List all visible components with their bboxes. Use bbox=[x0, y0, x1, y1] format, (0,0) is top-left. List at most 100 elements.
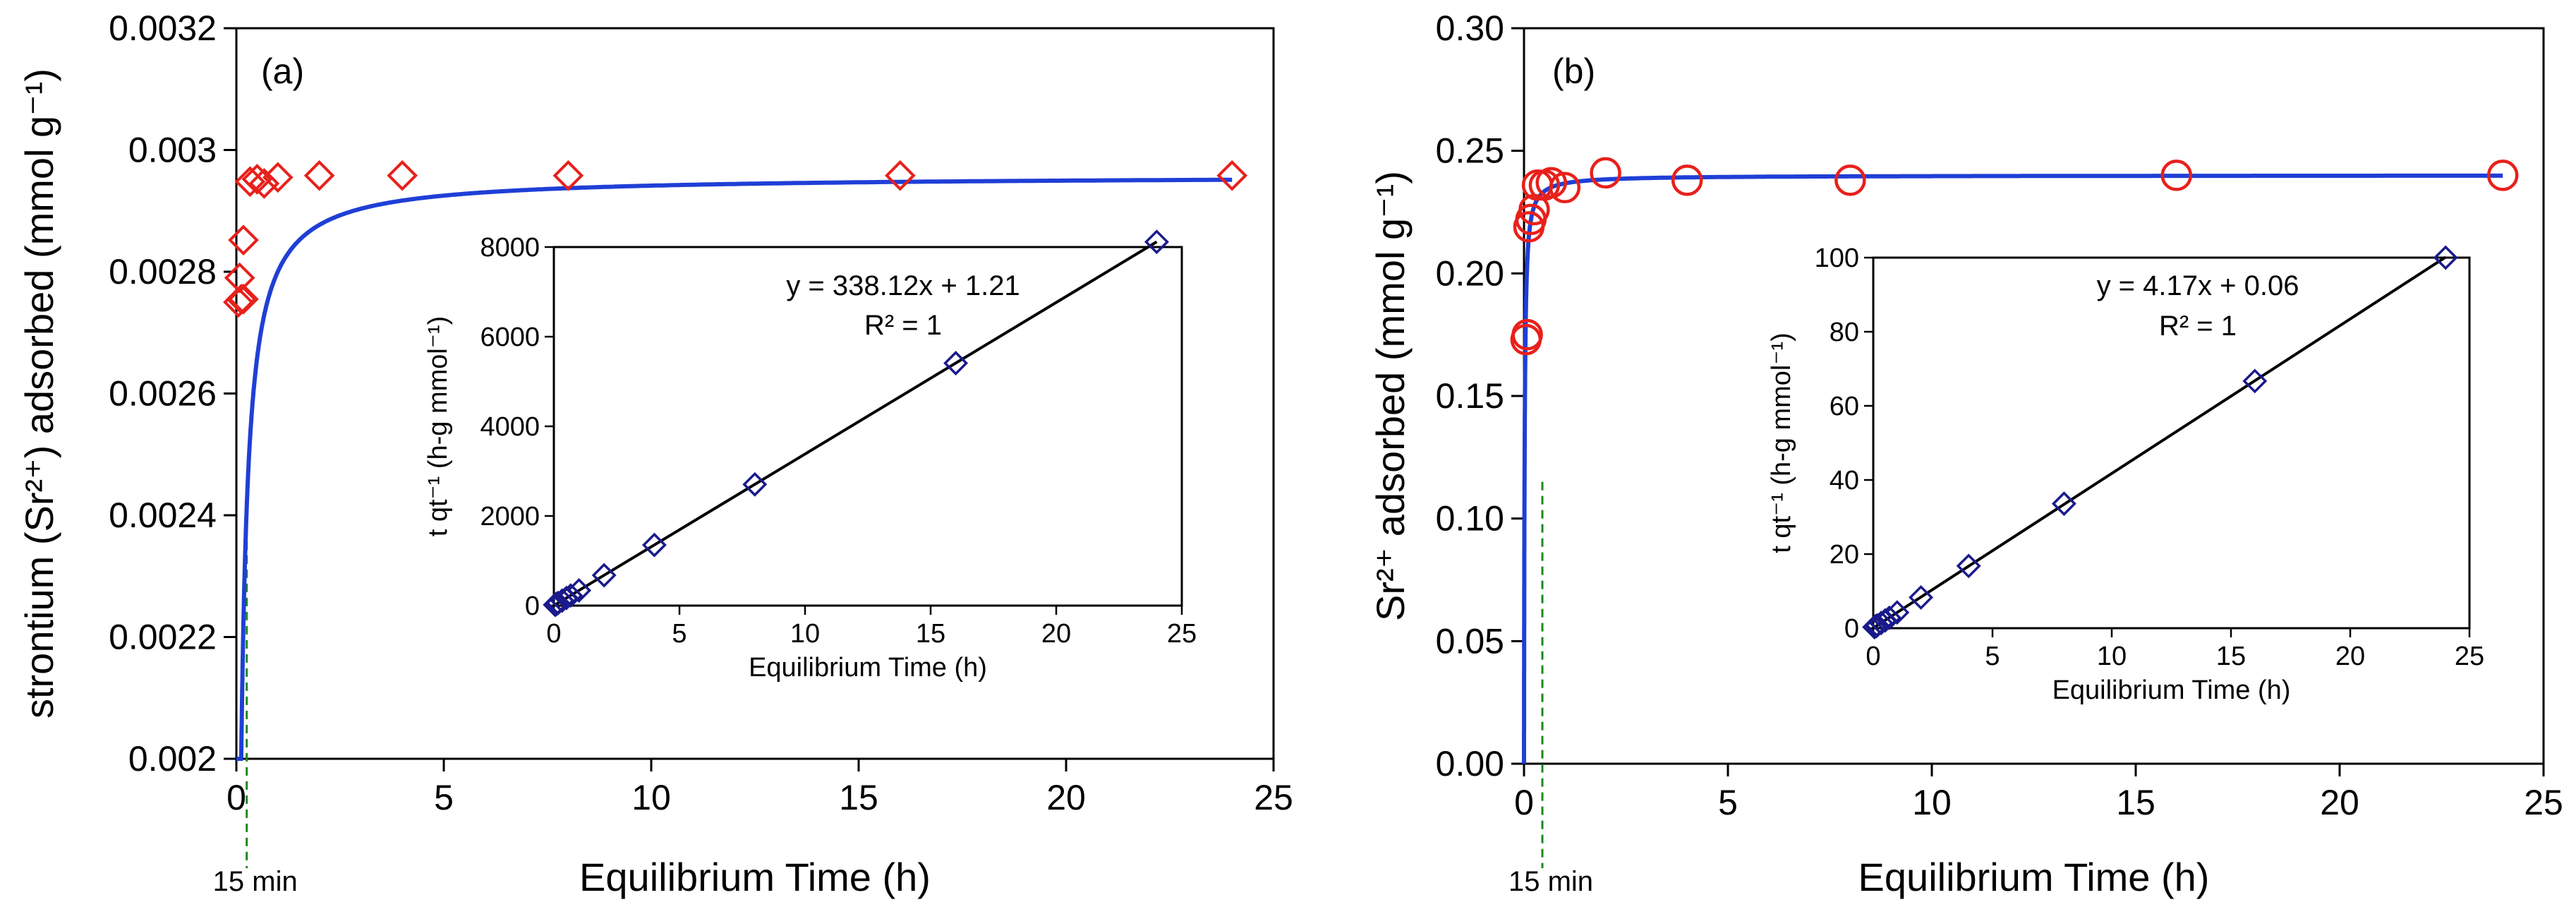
regression-r2: R² = 1 bbox=[864, 310, 942, 341]
regression-line bbox=[1872, 256, 2447, 630]
data-point bbox=[1511, 318, 1543, 351]
inset-y-tick-label: 20 bbox=[1830, 540, 1859, 570]
x-tick-label: 25 bbox=[2524, 783, 2563, 822]
fifteen-min-label: 15 min bbox=[1508, 866, 1593, 897]
data-point bbox=[2486, 160, 2519, 191]
fit-curve bbox=[236, 177, 1233, 761]
inset-y-tick-label: 2000 bbox=[480, 502, 540, 531]
inset-plot: 0 5 10 15 20 25 0 20 40 60 80 100 Equilibrium Time (… bbox=[1767, 244, 2484, 705]
inset-x-tick-label: 20 bbox=[2335, 642, 2365, 671]
data-point bbox=[1671, 164, 1703, 196]
inset-data-point bbox=[558, 583, 583, 608]
x-tick-label: 10 bbox=[631, 778, 671, 817]
inset-x-tick-label: 10 bbox=[2097, 642, 2127, 671]
x-tick-label: 5 bbox=[434, 778, 454, 817]
regression-line bbox=[552, 240, 1158, 607]
fifteen-min-label: 15 min bbox=[213, 866, 298, 897]
data-point bbox=[552, 160, 584, 191]
inset-frame bbox=[552, 246, 1183, 607]
inset-x-tick-label: 0 bbox=[1866, 642, 1880, 671]
inset-frame bbox=[1872, 256, 2471, 630]
inset-data-point bbox=[943, 350, 969, 376]
inset-x-tick-label: 10 bbox=[790, 619, 820, 649]
y-tick-label: 0.0024 bbox=[109, 495, 217, 535]
inset-data-point bbox=[742, 471, 768, 497]
panel-b-letter: (b) bbox=[1552, 52, 1595, 91]
y-tick-label: 0.05 bbox=[1436, 621, 1504, 661]
inset-y-tick-label: 80 bbox=[1830, 318, 1859, 347]
data-point bbox=[1216, 160, 1248, 191]
inset-data-point bbox=[1144, 229, 1169, 255]
regression-equation: y = 338.12x + 1.21 bbox=[786, 270, 1020, 301]
inset-x-tick-label: 25 bbox=[2455, 642, 2484, 671]
inset-x-tick-label: 15 bbox=[2216, 642, 2246, 671]
y-tick-label: 0.20 bbox=[1436, 253, 1504, 293]
x-tick-label: 0 bbox=[226, 778, 246, 817]
inset-y-axis-label: t qt⁻¹ (h-g mmol⁻¹) bbox=[1767, 332, 1796, 553]
data-point bbox=[303, 160, 335, 191]
x-tick-label: 20 bbox=[2320, 783, 2359, 822]
inset-data-point bbox=[1877, 605, 1902, 630]
inset-y-tick-label: 40 bbox=[1830, 466, 1859, 495]
data-point bbox=[1590, 157, 1621, 189]
panel-b: (b) 0 5 10 15 20 25 0.00 0.05 0.10 0.15 0.20 0.25 0.… bbox=[1368, 8, 2563, 899]
inset-y-tick-label: 4000 bbox=[480, 412, 540, 442]
x-tick-label: 15 bbox=[839, 778, 878, 817]
x-tick-label: 25 bbox=[1254, 778, 1293, 817]
inset-x-tick-label: 0 bbox=[546, 619, 561, 649]
inset-y-tick-label: 8000 bbox=[480, 233, 540, 263]
y-tick-label: 0.10 bbox=[1436, 499, 1504, 539]
regression-r2: R² = 1 bbox=[2159, 311, 2237, 342]
inset-data-point bbox=[2242, 368, 2268, 394]
y-tick-label: 0.0022 bbox=[109, 618, 217, 657]
panel-a: (a) 0 5 10 15 20 25 0.002 0.0022 0.0024 0.0026 0.0… bbox=[17, 8, 1293, 899]
y-tick-label: 0.15 bbox=[1436, 376, 1504, 416]
inset-x-axis-label: Equilibrium Time (h) bbox=[749, 653, 987, 683]
x-axis-label: Equilibrium Time (h) bbox=[1858, 855, 2210, 899]
inset-y-axis-label: t qt⁻¹ (h-g mmol⁻¹) bbox=[423, 316, 453, 536]
inset-x-tick-label: 5 bbox=[1985, 642, 2000, 671]
data-point bbox=[228, 283, 259, 315]
y-tick-label: 0.002 bbox=[128, 739, 217, 779]
inset-data-point bbox=[641, 532, 667, 558]
y-tick-label: 0.00 bbox=[1436, 744, 1504, 783]
x-tick-label: 0 bbox=[1514, 783, 1534, 822]
fit-curve bbox=[1522, 173, 2503, 764]
y-tick-label: 0.0032 bbox=[109, 8, 217, 48]
x-tick-label: 20 bbox=[1046, 778, 1086, 817]
inset-data-point bbox=[1909, 584, 1934, 610]
data-point bbox=[228, 224, 259, 256]
data-point bbox=[884, 160, 916, 191]
inset-y-tick-label: 100 bbox=[1815, 244, 1859, 273]
inset-data-point bbox=[1885, 600, 1910, 625]
data-point bbox=[226, 283, 257, 315]
data-point bbox=[248, 168, 280, 199]
data-point bbox=[1549, 172, 1581, 204]
inset-x-tick-label: 15 bbox=[916, 619, 945, 649]
inset-x-tick-label: 5 bbox=[672, 619, 687, 649]
inset-data-point bbox=[591, 563, 617, 588]
y-tick-label: 0.30 bbox=[1436, 8, 1504, 48]
data-point bbox=[1535, 167, 1567, 199]
inset-x-tick-label: 20 bbox=[1041, 619, 1071, 649]
inset-data-point bbox=[2433, 245, 2458, 270]
y-tick-label: 0.0028 bbox=[109, 252, 217, 292]
inset-plot: 0 5 10 15 20 25 0 2000 4000 6000 8000 Equilibrium T… bbox=[423, 229, 1197, 683]
inset-x-tick-label: 25 bbox=[1167, 619, 1197, 649]
inset-y-tick-label: 0 bbox=[525, 591, 540, 621]
y-tick-label: 0.25 bbox=[1436, 131, 1504, 171]
data-point bbox=[1834, 164, 1866, 196]
x-tick-label: 15 bbox=[2116, 783, 2155, 822]
inset-data-point bbox=[2051, 491, 2076, 517]
x-axis-label: Equilibrium Time (h) bbox=[579, 855, 931, 899]
data-point bbox=[262, 162, 294, 193]
x-tick-label: 10 bbox=[1912, 783, 1952, 822]
inset-data-point bbox=[567, 578, 592, 603]
data-point bbox=[2160, 160, 2193, 191]
regression-equation: y = 4.17x + 0.06 bbox=[2097, 270, 2299, 301]
inset-x-axis-label: Equilibrium Time (h) bbox=[2052, 675, 2291, 705]
inset-y-tick-label: 0 bbox=[1844, 614, 1859, 644]
panel-a-letter: (a) bbox=[261, 52, 304, 91]
y-axis-label: strontium (Sr²⁺) adsorbed (mmol g⁻¹) bbox=[17, 68, 61, 719]
